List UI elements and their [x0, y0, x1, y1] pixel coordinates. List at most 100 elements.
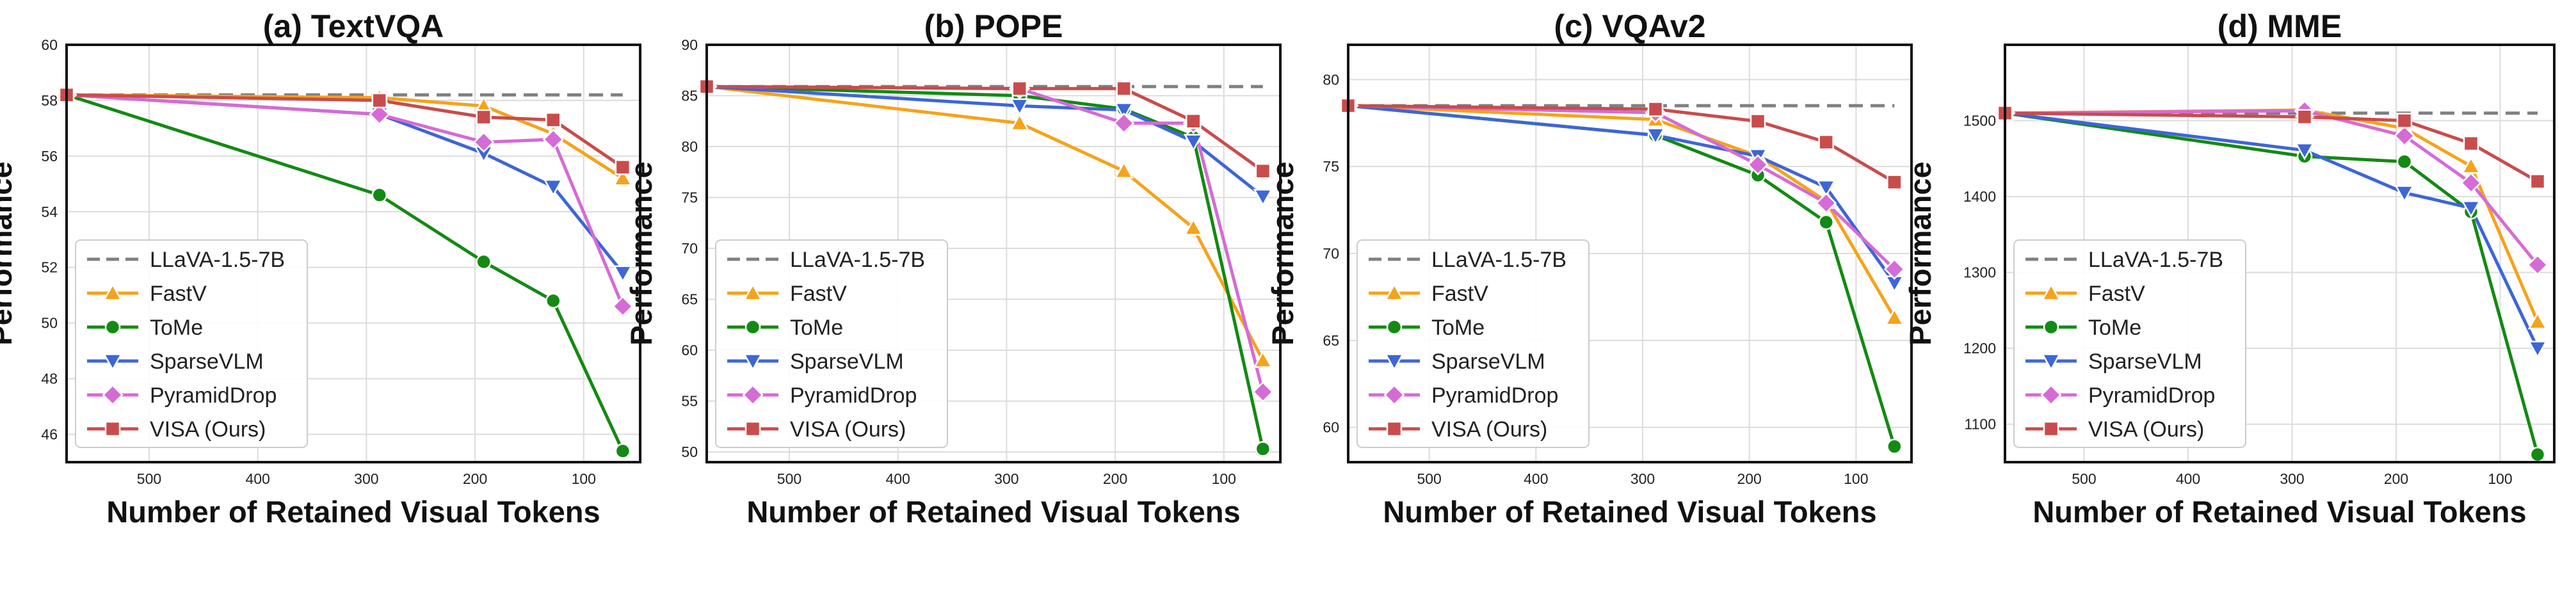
x-tick-label: 100	[2488, 470, 2512, 487]
data-point-sparsevlm	[1114, 102, 1134, 120]
plot-frame	[705, 44, 1282, 463]
legend-label-sparsevlm: SparseVLM	[1431, 349, 1545, 374]
data-point-visa-ours	[2463, 135, 2479, 152]
y-tick-label: 54	[41, 204, 58, 220]
y-tick-label: 1400	[1963, 188, 1996, 205]
legend-label-llava-1-5-7b: LLaVA-1.5-7B	[1431, 248, 1566, 272]
legend-label-fastv: FastV	[2088, 282, 2145, 306]
data-point-visa-ours	[2296, 109, 2313, 125]
x-tick-label: 300	[1630, 470, 1655, 487]
legend-label-tome: ToMe	[790, 316, 843, 340]
legend-marker-tome	[745, 319, 761, 335]
plot-frame	[1347, 44, 1913, 463]
x-tick-label: 300	[354, 470, 378, 487]
legend-label-sparsevlm: SparseVLM	[2088, 349, 2202, 374]
legend-marker-sparsevlm	[743, 353, 763, 371]
x-axis-label: Number of Retained Visual Tokens	[106, 495, 600, 529]
x-axis-label: Number of Retained Visual Tokens	[1383, 495, 1876, 529]
x-tick-label: 400	[245, 470, 270, 487]
data-point-visa-ours	[1255, 163, 1271, 179]
data-point-pyramiddrop	[473, 131, 495, 153]
chart-title: (b) POPE	[924, 8, 1063, 44]
y-axis-label: Performance	[1903, 161, 1937, 345]
data-point-pyramiddrop	[1252, 381, 1274, 403]
y-axis-label: Performance	[1266, 161, 1300, 345]
y-tick-label: 1500	[1963, 113, 1996, 129]
y-tick-label: 75	[1323, 158, 1339, 175]
data-point-tome	[615, 443, 631, 459]
legend-label-tome: ToMe	[2088, 316, 2141, 340]
data-point-visa-ours	[2529, 173, 2546, 189]
data-point-visa-ours	[2396, 113, 2413, 129]
legend-marker-sparsevlm	[2041, 353, 2061, 371]
y-tick-label: 58	[41, 92, 58, 109]
data-point-visa-ours	[371, 92, 387, 109]
x-tick-label: 400	[2176, 470, 2200, 487]
data-point-sparsevlm	[2461, 200, 2481, 218]
data-point-pyramiddrop	[542, 129, 564, 150]
legend-marker-pyramiddrop	[742, 384, 764, 406]
legend-marker-sparsevlm	[102, 353, 123, 371]
legend-label-pyramiddrop: PyramidDrop	[2088, 383, 2215, 408]
data-point-sparsevlm	[1183, 134, 1203, 152]
data-point-visa-ours	[1647, 101, 1664, 117]
legend-marker-fastv	[102, 283, 123, 301]
data-point-sparsevlm	[613, 265, 633, 284]
legend-label-llava-1-5-7b: LLaVA-1.5-7B	[790, 248, 925, 272]
legend-marker-visa-ours	[1386, 421, 1403, 437]
legend-label-fastv: FastV	[1431, 282, 1488, 306]
data-point-pyramiddrop	[2460, 172, 2482, 194]
legend-marker-visa-ours	[104, 421, 121, 437]
x-tick-label: 400	[1524, 470, 1548, 487]
y-tick-label: 90	[681, 36, 698, 53]
legend-label-pyramiddrop: PyramidDrop	[1431, 383, 1558, 408]
legend-label-visa-ours: VISA (Ours)	[150, 417, 266, 442]
x-tick-label: 200	[1103, 470, 1127, 487]
data-point-tome	[476, 253, 492, 270]
data-point-pyramiddrop	[1815, 192, 1837, 214]
legend-marker-visa-ours	[745, 421, 761, 437]
legend-label-pyramiddrop: PyramidDrop	[150, 383, 277, 408]
data-point-fastv	[1183, 218, 1203, 236]
panel-2: 50 55 60 65 70 75 80 85 90 500 400 300 200 100 (b) POP…	[624, 8, 1282, 529]
y-tick-label: 50	[681, 444, 698, 460]
y-tick-label: 60	[41, 36, 58, 53]
legend-label-visa-ours: VISA (Ours)	[790, 417, 906, 442]
data-point-pyramiddrop	[2527, 254, 2548, 276]
data-point-fastv	[1885, 307, 1904, 326]
y-tick-label: 56	[41, 148, 58, 165]
data-point-sparsevlm	[1253, 189, 1273, 207]
panel-1: 46 48 50 52 54 56 58 60 500 400 300 200 100 (a) TextV…	[0, 8, 641, 529]
data-point-sparsevlm	[543, 179, 563, 197]
y-tick-label: 85	[681, 88, 698, 104]
legend-marker-tome	[1386, 319, 1403, 335]
x-tick-label: 500	[1417, 470, 1441, 487]
data-point-sparsevlm	[2294, 142, 2315, 161]
data-point-tome	[2529, 446, 2546, 463]
legend-label-visa-ours: VISA (Ours)	[1431, 417, 1547, 442]
data-point-tome	[2396, 154, 2413, 170]
y-tick-label: 70	[681, 240, 698, 257]
x-tick-label: 100	[572, 470, 596, 487]
legend-label-llava-1-5-7b: LLaVA-1.5-7B	[2088, 248, 2223, 272]
legend-marker-fastv	[743, 283, 763, 301]
y-axis-label: Performance	[624, 161, 658, 345]
data-point-pyramiddrop	[612, 295, 634, 317]
legend-marker-tome	[104, 319, 121, 335]
y-tick-label: 60	[1323, 419, 1339, 436]
x-tick-label: 500	[137, 470, 161, 487]
data-point-visa-ours	[1011, 81, 1027, 97]
x-tick-label: 300	[994, 470, 1018, 487]
legend-label-tome: ToMe	[1431, 316, 1485, 340]
panel-3: 60 65 70 75 80 500 400 300 200 100 (c) VQAv2 Number…	[1266, 8, 1913, 529]
plot-frame	[2004, 44, 2556, 463]
x-tick-label: 400	[885, 470, 910, 487]
data-point-fastv	[1114, 161, 1134, 179]
data-point-visa-ours	[1750, 113, 1766, 129]
y-tick-label: 1100	[1965, 416, 1996, 433]
legend-marker-tome	[2043, 319, 2059, 335]
data-point-visa-ours	[545, 112, 561, 128]
y-tick-label: 48	[41, 371, 58, 387]
data-point-visa-ours	[476, 109, 492, 125]
